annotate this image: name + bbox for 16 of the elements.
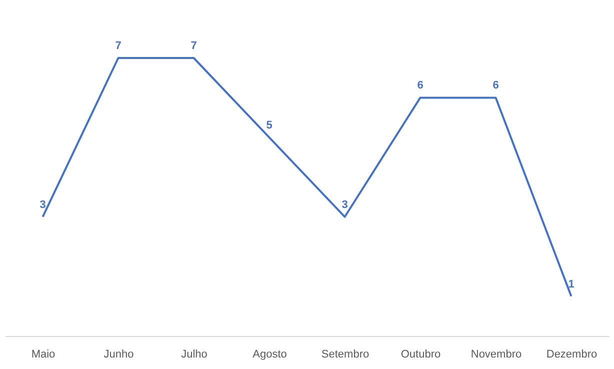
- data-label: 6: [492, 80, 499, 92]
- x-tick-label: Junho: [104, 348, 134, 360]
- data-label: 5: [266, 119, 272, 132]
- x-tick-label: Outubro: [400, 348, 441, 360]
- x-tick-label: Agosto: [252, 348, 287, 360]
- x-tick-label: Novembro: [470, 348, 522, 360]
- data-label: 7: [190, 40, 197, 52]
- x-tick-label: Setembro: [321, 348, 370, 360]
- data-label: 1: [568, 278, 574, 290]
- x-tick-label: Dezembro: [546, 348, 598, 360]
- x-tick-label: Julho: [181, 348, 208, 360]
- data-label: 3: [342, 198, 348, 211]
- x-tick-label: Maio: [31, 348, 56, 360]
- data-label: 7: [115, 40, 122, 52]
- data-label: 6: [417, 80, 424, 92]
- data-label: 3: [40, 198, 46, 211]
